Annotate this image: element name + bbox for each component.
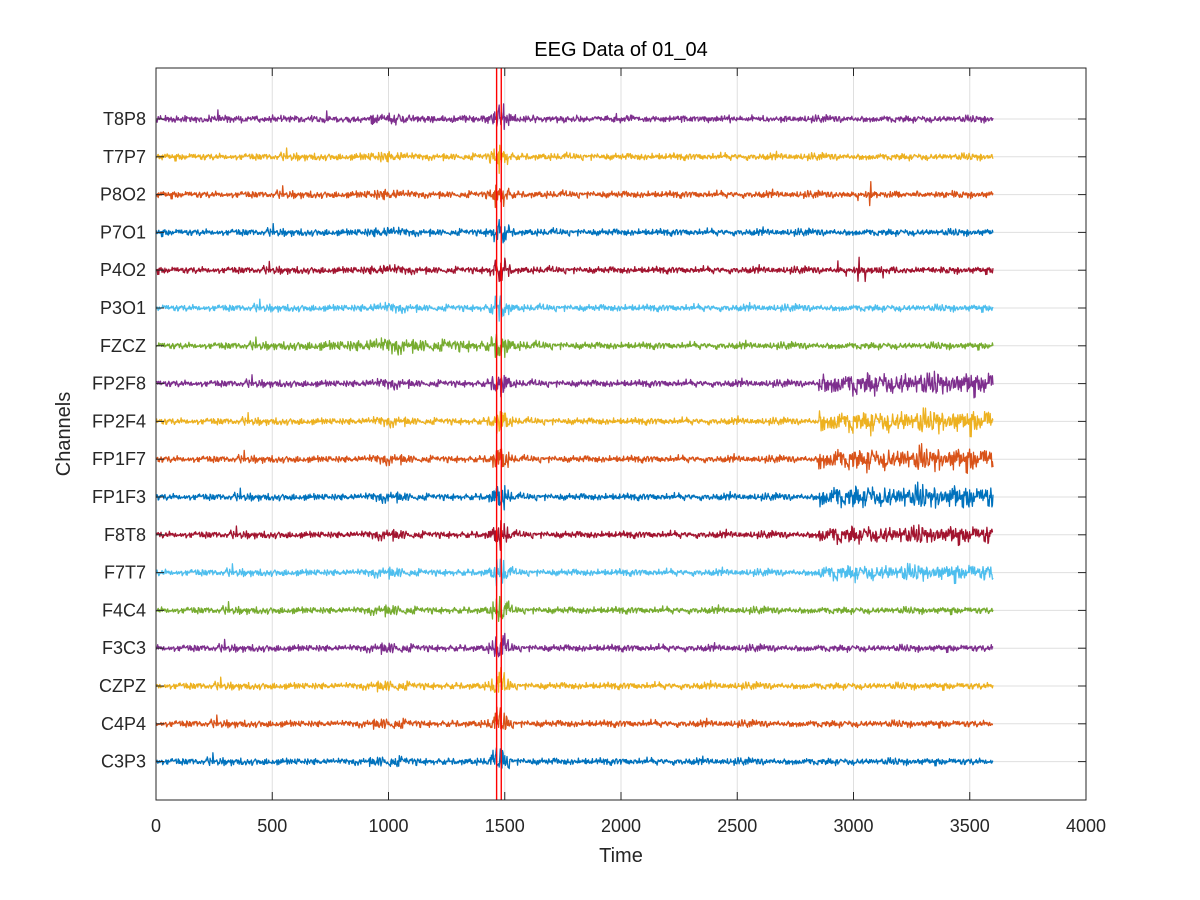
y-tick-label: F4C4 bbox=[102, 600, 146, 620]
y-tick-labels: T8P8 T7P7 P8O2 P7O1 P4O2 P3O1 FZCZ FP2F8 FP2F4 FP… bbox=[92, 109, 146, 772]
y-tick-label: C3P3 bbox=[101, 752, 146, 772]
signal-trace-p7o1 bbox=[155, 218, 994, 244]
y-tick-label: C4P4 bbox=[101, 714, 146, 734]
y-tick-label: P7O1 bbox=[100, 222, 146, 242]
signal-trace-c3p3 bbox=[155, 747, 994, 770]
axis-ticks bbox=[155, 68, 1087, 800]
x-tick-label: 3500 bbox=[950, 816, 990, 836]
signal-trace-fp2f8 bbox=[155, 370, 994, 399]
signal-trace-fp1f7 bbox=[155, 443, 994, 475]
y-tick-label: P4O2 bbox=[100, 260, 146, 280]
y-tick-label: F3C3 bbox=[102, 638, 146, 658]
signal-trace-f8t8 bbox=[155, 519, 994, 551]
y-axis-title: Channels bbox=[53, 392, 75, 477]
grid bbox=[155, 68, 1087, 800]
signal-trace-f4c4 bbox=[155, 595, 994, 623]
x-tick-label: 1500 bbox=[485, 816, 525, 836]
signal-trace-f3c3 bbox=[155, 632, 994, 658]
x-tick-label: 500 bbox=[257, 816, 287, 836]
y-tick-label: F8T8 bbox=[104, 525, 146, 545]
x-tick-label: 1000 bbox=[368, 816, 408, 836]
y-tick-label: FP2F8 bbox=[92, 374, 146, 394]
y-tick-label: F7T7 bbox=[104, 563, 146, 583]
signal-trace-p4o2 bbox=[155, 256, 994, 283]
signal-trace-c4p4 bbox=[155, 706, 994, 731]
y-tick-label: T8P8 bbox=[103, 109, 146, 129]
y-tick-label: P3O1 bbox=[100, 298, 146, 318]
y-tick-label: T7P7 bbox=[103, 147, 146, 167]
x-tick-label: 2000 bbox=[601, 816, 641, 836]
signal-traces bbox=[155, 103, 994, 770]
x-axis-title: Time bbox=[599, 845, 643, 867]
signal-trace-p3o1 bbox=[155, 295, 994, 322]
x-tick-labels: 0 500 1000 1500 2000 2500 3000 3500 4000 bbox=[151, 816, 1106, 836]
signal-trace-fzcz bbox=[155, 333, 994, 359]
x-tick-label: 4000 bbox=[1066, 816, 1106, 836]
y-tick-label: CZPZ bbox=[99, 676, 146, 696]
signal-trace-f7t7 bbox=[155, 558, 994, 587]
x-tick-label: 3000 bbox=[833, 816, 873, 836]
signal-trace-fp2f4 bbox=[155, 407, 994, 438]
signal-trace-t7p7 bbox=[155, 144, 994, 175]
chart-title: EEG Data of 01_04 bbox=[534, 39, 707, 61]
y-tick-label: P8O2 bbox=[100, 185, 146, 205]
signal-trace-p8o2 bbox=[155, 181, 994, 209]
x-tick-label: 2500 bbox=[717, 816, 757, 836]
signal-trace-t8p8 bbox=[155, 103, 994, 130]
y-tick-label: FP2F4 bbox=[92, 411, 146, 431]
x-tick-label: 0 bbox=[151, 816, 161, 836]
y-tick-label: FP1F3 bbox=[92, 487, 146, 507]
signal-trace-fp1f3 bbox=[155, 481, 994, 511]
y-tick-label: FZCZ bbox=[100, 336, 146, 356]
y-tick-label: FP1F7 bbox=[92, 449, 146, 469]
event-markers bbox=[495, 68, 502, 800]
signal-trace-czpz bbox=[155, 666, 994, 693]
